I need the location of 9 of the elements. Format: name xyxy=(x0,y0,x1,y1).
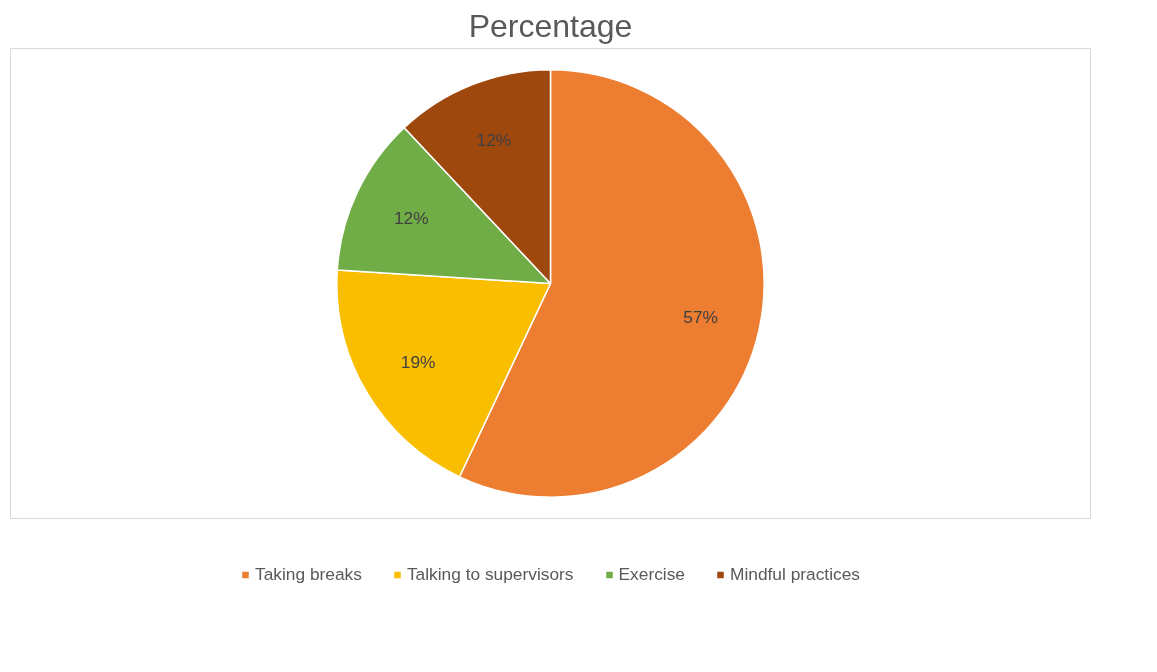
chart-title: Percentage xyxy=(468,7,633,44)
data-label: 57% xyxy=(683,307,718,328)
data-label: 12% xyxy=(393,208,429,229)
data-label: 19% xyxy=(400,351,436,372)
legend-label: Talking to supervisors xyxy=(406,563,574,585)
legend-label: Taking breaks xyxy=(254,563,362,585)
legend-label: Mindful practices xyxy=(729,563,860,585)
data-label: 12% xyxy=(476,130,512,151)
legend-label: Exercise xyxy=(618,563,685,585)
